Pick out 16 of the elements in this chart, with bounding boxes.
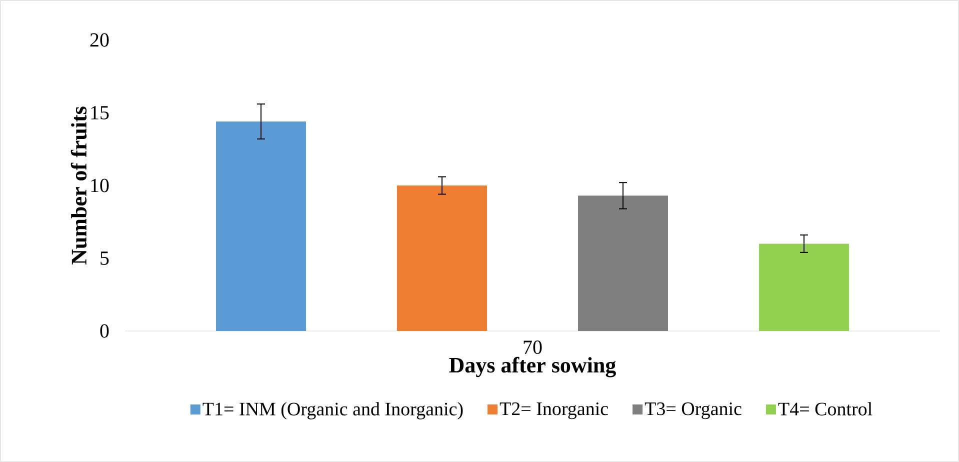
legend-label: T4= Control [778,402,872,416]
y-axis-title: Number of fruits [70,106,87,264]
y-tick-label: 15 [91,106,109,120]
y-tick-label: 10 [91,178,109,192]
x-tick-label: 70 [524,340,542,354]
y-tick-label: 5 [100,252,109,265]
bar [216,121,306,331]
legend-label: T2= Inorganic [500,402,608,420]
y-tick-label: 0 [100,324,109,338]
legend-label: T3= Organic [644,402,742,420]
y-tick-label: 20 [90,33,109,47]
bar [578,196,668,331]
bar [397,185,488,331]
x-axis-title: Days after sowing [449,356,616,378]
bar [759,244,849,331]
legend-label: T1= INM (Organic and Inorganic) [202,402,463,420]
